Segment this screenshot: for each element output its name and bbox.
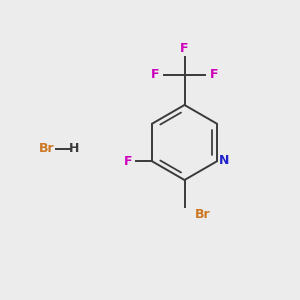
Text: F: F	[180, 42, 189, 56]
Text: F: F	[151, 68, 159, 82]
Text: Br: Br	[195, 208, 211, 221]
Text: Br: Br	[39, 142, 54, 155]
Text: F: F	[124, 155, 132, 168]
Text: H: H	[69, 142, 80, 155]
Text: N: N	[219, 154, 230, 167]
Text: F: F	[210, 68, 218, 82]
